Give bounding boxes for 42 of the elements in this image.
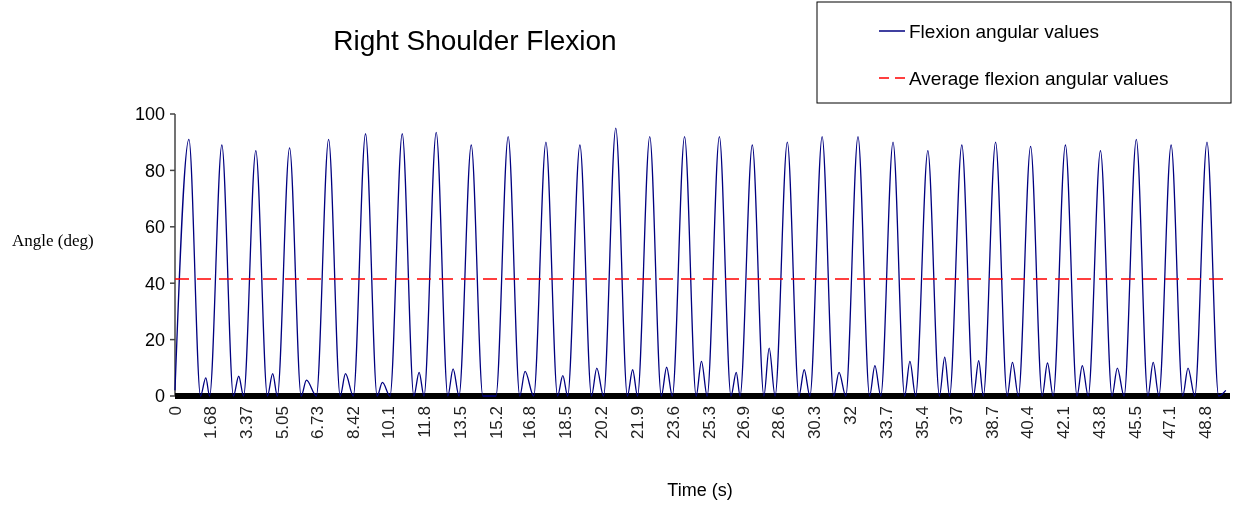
x-tick-label: 16.8: [520, 406, 540, 440]
x-tick-label: 32: [841, 406, 861, 425]
x-tick-label: 30.3: [805, 406, 825, 440]
y-axis-title: Angle (deg): [12, 231, 94, 250]
x-tick-label: 38.7: [982, 406, 1002, 440]
x-tick-label: 6.73: [307, 406, 327, 440]
legend-label: Average flexion angular values: [909, 67, 1169, 89]
x-tick-label: 35.4: [912, 406, 932, 440]
y-tick-label: 20: [144, 329, 165, 350]
x-tick-label: 13.5: [450, 406, 470, 440]
legend-label: Flexion angular values: [909, 20, 1100, 42]
x-tick-label: 43.8: [1090, 406, 1110, 440]
x-tick-label: 23.6: [663, 406, 683, 440]
x-tick-label: 0: [165, 406, 185, 416]
y-tick-label: 0: [154, 386, 165, 407]
x-tick-label: 37: [946, 406, 966, 425]
line-series: [174, 127, 1227, 397]
x-tick-label: 25.3: [699, 406, 719, 440]
x-tick-label: 15.2: [486, 406, 506, 440]
x-tick-label: 47.1: [1159, 406, 1179, 440]
x-tick-label: 33.7: [877, 406, 897, 440]
y-tick-label: 80: [144, 160, 165, 181]
x-tick-label: 20.2: [592, 406, 612, 440]
x-tick-label: 40.4: [1018, 406, 1038, 440]
chart-title: Right Shoulder Flexion: [333, 25, 617, 56]
x-axis-title: Time (s): [667, 480, 733, 500]
x-tick-label: 8.42: [343, 406, 363, 440]
x-tick-label: 42.1: [1054, 406, 1074, 440]
y-tick-label: 60: [144, 217, 165, 238]
x-tick-label: 3.37: [237, 406, 257, 440]
x-tick-label: 1.68: [201, 406, 221, 440]
y-tick-label: 40: [144, 273, 165, 294]
x-tick-label: 10.1: [379, 406, 399, 440]
x-tick-label: 48.8: [1195, 406, 1215, 440]
x-tick-label: 21.9: [628, 406, 648, 440]
x-tick-label: 26.9: [733, 406, 753, 440]
x-tick-label: 18.5: [556, 406, 576, 440]
x-tick-label: 11.8: [414, 406, 434, 438]
x-tick-label: 28.6: [769, 406, 789, 440]
x-tick-label: 45.5: [1126, 406, 1145, 440]
x-tick-label: 5.05: [272, 406, 292, 440]
y-tick-label: 100: [134, 104, 165, 125]
